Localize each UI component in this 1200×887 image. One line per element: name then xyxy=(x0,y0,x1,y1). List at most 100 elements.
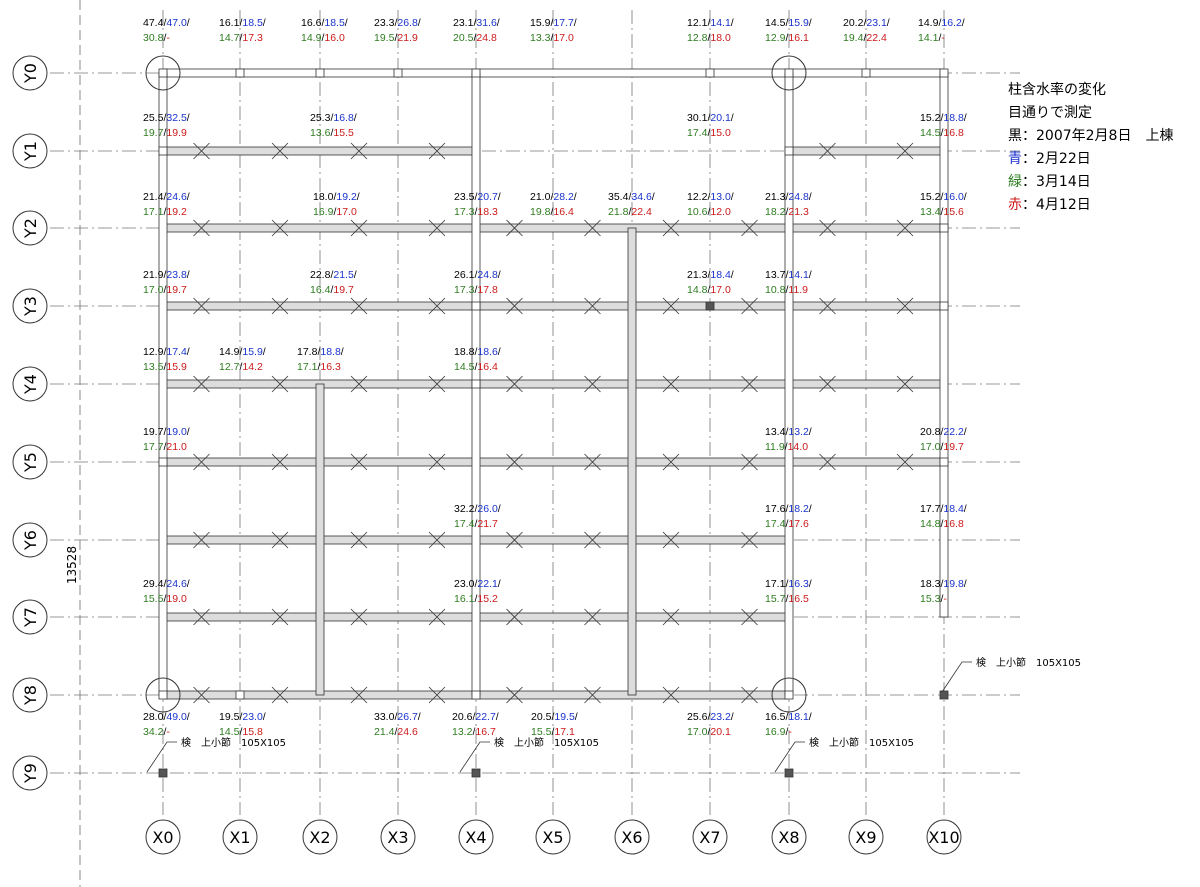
separator: / xyxy=(550,17,553,29)
reading-line: 14.7/17.3 xyxy=(219,32,263,44)
cross-mark xyxy=(584,453,601,471)
row-label: Y6 xyxy=(21,530,40,551)
reading-green: 15.7 xyxy=(765,593,786,605)
column-label: X3 xyxy=(387,828,408,847)
reading-red: 21.7 xyxy=(477,518,498,530)
reading: 17.1/16.3/15.7/16.5 xyxy=(765,578,812,605)
cross-mark xyxy=(271,686,289,704)
column-bubble xyxy=(302,819,338,855)
cross-mark xyxy=(506,531,523,549)
reading: 21.0/28.2/19.8/16.4 xyxy=(530,191,577,218)
separator: / xyxy=(707,269,710,281)
separator: / xyxy=(707,191,710,203)
reading: 20.5/19.5/15.5/17.1 xyxy=(531,711,578,738)
reading-red: 18.0 xyxy=(710,32,731,44)
separator: / xyxy=(163,578,166,590)
separator: / xyxy=(497,17,500,29)
reading-line: 12.8/18.0 xyxy=(687,32,731,44)
column-bubble xyxy=(692,819,728,855)
column xyxy=(784,68,794,78)
reading: 21.3/24.8/18.2/21.3 xyxy=(765,191,812,218)
cross-mark xyxy=(741,453,758,471)
note: 検 上小節 105X105 xyxy=(181,736,286,749)
reading-blue: 26.7 xyxy=(397,711,418,723)
separator: / xyxy=(418,711,421,723)
separator: / xyxy=(785,578,788,590)
reading-line: 19.5/21.9 xyxy=(374,32,418,44)
reading-line: 17.6/18.2/ xyxy=(765,503,812,515)
reading-blue: 17.4 xyxy=(166,346,187,358)
separator: / xyxy=(574,17,577,29)
separator: / xyxy=(785,284,788,296)
reading-line: 25.5/32.5/ xyxy=(143,112,190,124)
cross-mark xyxy=(662,686,680,704)
reading: 16.1/18.5/14.7/17.3 xyxy=(219,17,266,44)
reading-line: 20.5/24.8 xyxy=(453,32,497,44)
separator: / xyxy=(551,726,554,738)
reading: 23.5/20.7/17.3/18.3 xyxy=(454,191,501,218)
cross-mark xyxy=(193,531,210,549)
reading-line: 21.4/24.6/ xyxy=(143,191,190,203)
reading-green: 12.9 xyxy=(765,32,786,44)
reading-blue: 19.5 xyxy=(554,711,575,723)
cross-mark xyxy=(428,219,446,237)
column xyxy=(158,768,168,778)
separator: / xyxy=(474,191,477,203)
reading-blue: 24.6 xyxy=(166,578,187,590)
reading-black: 30.1 xyxy=(687,112,708,124)
reading-line: 21.4/24.6 xyxy=(374,726,418,738)
reading-blue: 28.2 xyxy=(553,191,574,203)
reading-green: 19.8 xyxy=(530,206,551,218)
reading-blue: 15.9 xyxy=(242,346,263,358)
separator: / xyxy=(940,578,943,590)
reading-line: 14.1/- xyxy=(918,32,945,44)
reading-line: 18.2/21.3 xyxy=(765,206,809,218)
reading-line: 33.0/26.7/ xyxy=(374,711,421,723)
separator: / xyxy=(785,441,788,453)
reading-line: 14.9/15.9/ xyxy=(219,346,266,358)
column xyxy=(784,146,794,156)
reading-black: 25.3 xyxy=(310,112,331,124)
reading-line: 13.3/17.0 xyxy=(530,32,574,44)
reading: 17.8/18.8/17.1/16.3 xyxy=(297,346,344,373)
reading-black: 21.9 xyxy=(143,269,164,281)
leader xyxy=(774,741,805,773)
reading: 18.8/18.6/14.5/16.4 xyxy=(454,346,501,373)
column xyxy=(784,768,794,778)
reading-red: 21.9 xyxy=(397,32,418,44)
reading: 35.4/34.6/21.8/22.4 xyxy=(608,191,655,218)
cross-mark xyxy=(506,608,523,626)
separator: / xyxy=(940,112,943,124)
column xyxy=(471,690,481,700)
reading-black: 17.1 xyxy=(765,578,786,590)
reading-line: 17.7/18.4/ xyxy=(920,503,967,515)
reading-green: 19.4 xyxy=(843,32,864,44)
reading-green: 15.5 xyxy=(143,593,164,605)
reading-line: 47.4/47.0/ xyxy=(143,17,190,29)
reading: 32.2/26.0/17.4/21.7 xyxy=(454,503,501,530)
reading-line: 13.4/13.2/ xyxy=(765,426,812,438)
reading-line: 21.8/22.4 xyxy=(608,206,652,218)
separator: / xyxy=(330,284,333,296)
reading-green: 12.8 xyxy=(687,32,708,44)
cross-mark xyxy=(350,686,368,704)
corner-circle xyxy=(145,55,181,91)
separator: / xyxy=(330,127,333,139)
reading-black: 19.5 xyxy=(219,711,240,723)
legend-text: ：2月22日 xyxy=(1022,151,1091,167)
row-bubble xyxy=(12,677,48,713)
row-bubble xyxy=(12,55,48,91)
reading-line: 17.1/19.2 xyxy=(143,206,187,218)
reading-green: 14.5 xyxy=(219,726,240,738)
cross-mark xyxy=(896,297,914,315)
corner-circle xyxy=(771,677,807,713)
reading-line: 30.8/- xyxy=(143,32,170,44)
reading-red: 15.9 xyxy=(166,361,187,373)
separator: / xyxy=(809,503,812,515)
beam xyxy=(939,72,949,618)
reading: 28.0/49.0/34.2/- xyxy=(143,711,190,738)
separator: / xyxy=(474,361,477,373)
separator: / xyxy=(345,17,348,29)
separator: / xyxy=(341,346,344,358)
separator: / xyxy=(785,191,788,203)
